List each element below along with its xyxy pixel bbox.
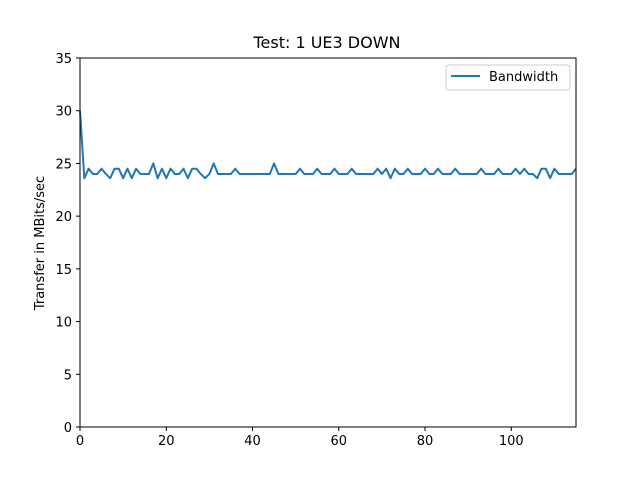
x-tick-label: 60 xyxy=(331,434,348,449)
y-tick-label: 10 xyxy=(55,316,72,331)
chart-title: Test: 1 UE3 DOWN xyxy=(252,33,400,52)
axis-ticks: 0 20 40 60 80 100 0 5 10 15 20 25 30 35 xyxy=(55,52,523,449)
x-tick-label: 20 xyxy=(158,434,175,449)
y-axis-label: Transfer in MBits/sec xyxy=(33,176,48,311)
y-tick-label: 5 xyxy=(64,368,72,383)
legend-label-bandwidth: Bandwidth xyxy=(489,70,558,85)
y-tick-label: 0 xyxy=(64,421,72,436)
series-line-bandwidth xyxy=(79,110,577,180)
legend-box xyxy=(445,64,571,91)
y-tick-label: 25 xyxy=(55,157,72,172)
y-tick-label: 35 xyxy=(55,52,72,67)
legend: Bandwidth xyxy=(445,64,571,91)
y-tick-label: 20 xyxy=(55,210,72,225)
x-tick-label: 80 xyxy=(417,434,434,449)
plot-area xyxy=(79,110,577,180)
x-tick-label: 100 xyxy=(499,434,524,449)
y-tick-label: 15 xyxy=(55,263,72,278)
y-tick-label: 30 xyxy=(55,105,72,120)
x-tick-label: 40 xyxy=(244,434,261,449)
x-tick-label: 0 xyxy=(76,434,84,449)
plot-frame xyxy=(79,57,577,428)
